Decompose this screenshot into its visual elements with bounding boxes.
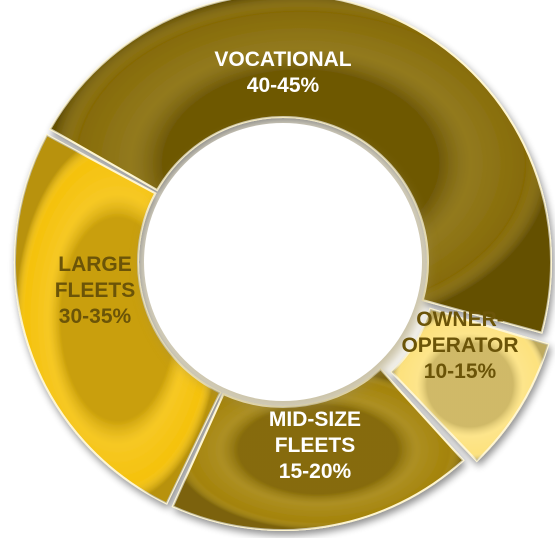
segment-bevel-mid-size-fleets <box>172 369 464 530</box>
label-line-owner-operator-1: OPERATOR <box>401 334 518 357</box>
label-line-large-fleets-2: 30-35% <box>59 305 132 328</box>
label-line-owner-operator-0: OWNER- <box>416 308 504 331</box>
label-line-large-fleets-1: FLEETS <box>55 279 136 302</box>
label-vocational: VOCATIONAL 40-45% <box>214 48 351 97</box>
label-large-fleets: LARGE FLEETS 30-35% <box>55 253 136 328</box>
label-line-mid-size-fleets-1: FLEETS <box>275 434 356 457</box>
label-mid-size-fleets: MID-SIZE FLEETS 15-20% <box>269 408 361 483</box>
label-line-vocational-0: VOCATIONAL <box>214 48 351 71</box>
label-line-mid-size-fleets-0: MID-SIZE <box>269 408 361 431</box>
label-line-large-fleets-0: LARGE <box>58 253 132 276</box>
label-line-vocational-1: 40-45% <box>247 74 320 97</box>
segment-bevel-vocational <box>50 0 551 333</box>
segment-bevel-owner-operator <box>391 309 549 461</box>
label-owner-operator: OWNER- OPERATOR 10-15% <box>401 308 518 383</box>
segment-bevel-large-fleets <box>14 135 221 504</box>
label-line-mid-size-fleets-2: 15-20% <box>279 460 352 483</box>
donut-hole <box>144 123 422 401</box>
label-line-owner-operator-2: 10-15% <box>424 360 497 383</box>
